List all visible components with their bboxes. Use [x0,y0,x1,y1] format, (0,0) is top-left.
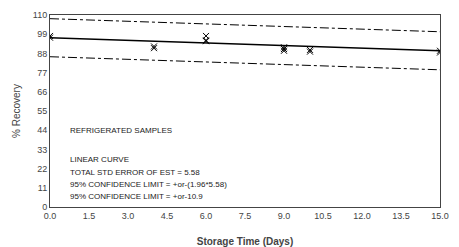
svg-text:1.5: 1.5 [83,211,96,221]
svg-text:88: 88 [37,49,47,59]
svg-text:13.5: 13.5 [392,211,410,221]
svg-text:6.0: 6.0 [200,211,213,221]
svg-text:44: 44 [37,125,47,135]
svg-text:% Recovery: % Recovery [11,84,22,138]
svg-text:110: 110 [33,10,47,20]
svg-text:95% CONFIDENCE LIMIT = +or-(1.: 95% CONFIDENCE LIMIT = +or-(1.96*5.58) [70,180,227,189]
svg-text:0: 0 [42,202,47,212]
svg-text:77: 77 [37,68,47,78]
svg-text:9.0: 9.0 [278,211,291,221]
svg-text:33: 33 [37,145,47,155]
svg-text:55: 55 [37,106,47,116]
svg-text:LINEAR CURVE: LINEAR CURVE [70,155,129,164]
svg-text:95% CONFIDENCE LIMIT = +or-10.: 95% CONFIDENCE LIMIT = +or-10.9 [70,192,203,201]
svg-text:REFRIGERATED SAMPLES: REFRIGERATED SAMPLES [70,126,172,135]
svg-text:22: 22 [37,164,47,174]
svg-text:10.5: 10.5 [314,211,332,221]
svg-text:12.0: 12.0 [353,211,371,221]
svg-text:66: 66 [37,87,47,97]
svg-text:3.0: 3.0 [122,211,135,221]
svg-text:Storage Time (Days): Storage Time (Days) [197,236,294,247]
svg-text:15.0: 15.0 [431,211,449,221]
svg-text:7.5: 7.5 [239,211,252,221]
svg-text:TOTAL STD ERROR OF EST = 5.58: TOTAL STD ERROR OF EST = 5.58 [70,168,200,177]
svg-text:4.5: 4.5 [161,211,174,221]
svg-text:11: 11 [38,183,47,193]
svg-text:99: 99 [37,29,47,39]
svg-text:0.0: 0.0 [44,211,57,221]
